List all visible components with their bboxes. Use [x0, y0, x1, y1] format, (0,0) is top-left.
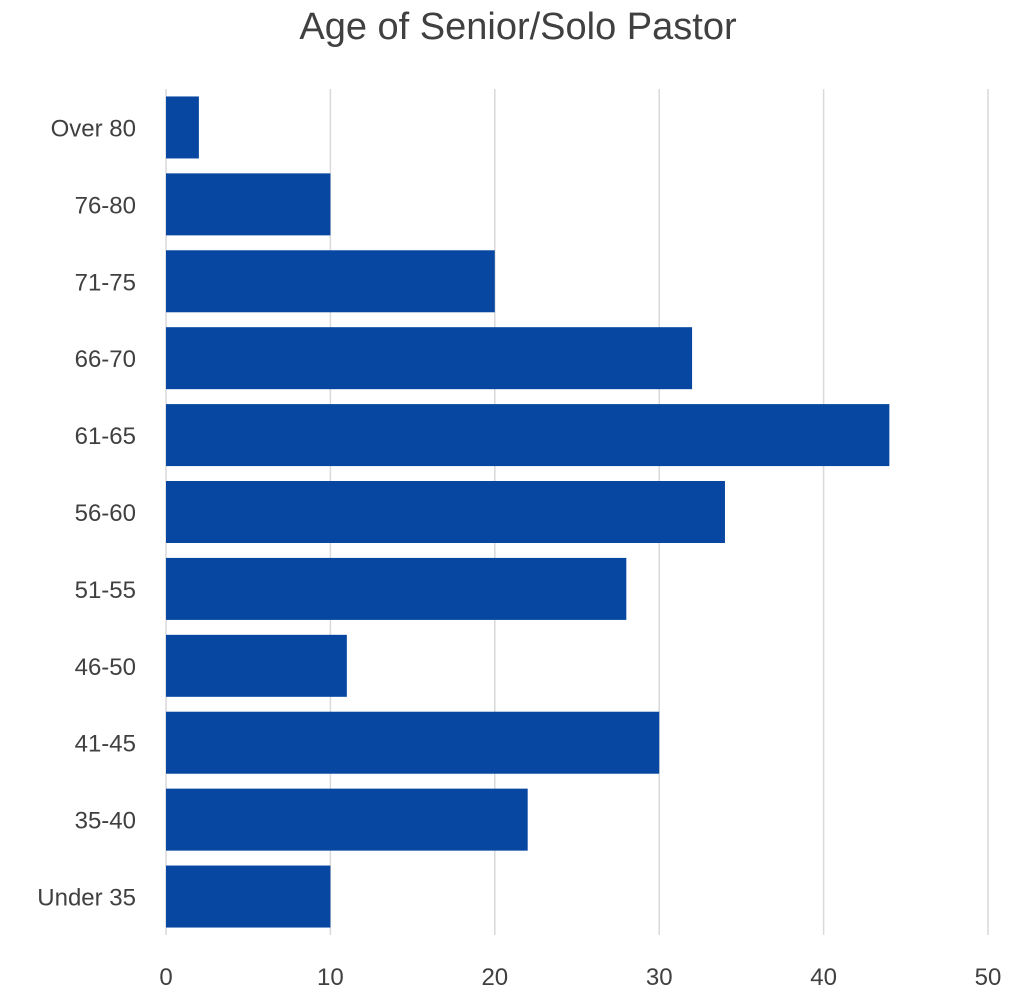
category-label-under-35: Under 35: [37, 885, 136, 912]
category-label-46-50: 46-50: [75, 654, 136, 681]
category-label-71-75: 71-75: [75, 269, 136, 296]
bar-35-40: [166, 789, 528, 851]
category-label-over-80: Over 80: [51, 115, 136, 142]
bar-71-75: [166, 250, 495, 312]
category-labels: Over 80 76-80 71-75 66-70 61-65 56-60 51-55 46-…: [37, 115, 136, 911]
category-label-35-40: 35-40: [75, 808, 136, 835]
bar-61-65: [166, 404, 889, 466]
category-label-76-80: 76-80: [75, 192, 136, 219]
bars: [166, 96, 889, 927]
x-tick-labels: 0 10 20 30 40 50: [159, 964, 1001, 991]
bar-66-70: [166, 327, 692, 389]
category-label-41-45: 41-45: [75, 731, 136, 758]
category-label-51-55: 51-55: [75, 577, 136, 604]
bar-41-45: [166, 712, 659, 774]
x-tick-label-10: 10: [317, 964, 344, 991]
category-label-66-70: 66-70: [75, 346, 136, 373]
bar-51-55: [166, 558, 626, 620]
category-label-61-65: 61-65: [75, 423, 136, 450]
category-label-56-60: 56-60: [75, 500, 136, 527]
x-tick-label-30: 30: [646, 964, 673, 991]
bar-56-60: [166, 481, 725, 543]
bar-46-50: [166, 635, 347, 697]
x-tick-label-20: 20: [481, 964, 508, 991]
bar-under-35: [166, 866, 330, 928]
x-tick-label-0: 0: [159, 964, 172, 991]
bar-76-80: [166, 173, 330, 235]
x-tick-label-40: 40: [810, 964, 837, 991]
x-tick-label-50: 50: [975, 964, 1002, 991]
bar-over-80: [166, 96, 199, 158]
